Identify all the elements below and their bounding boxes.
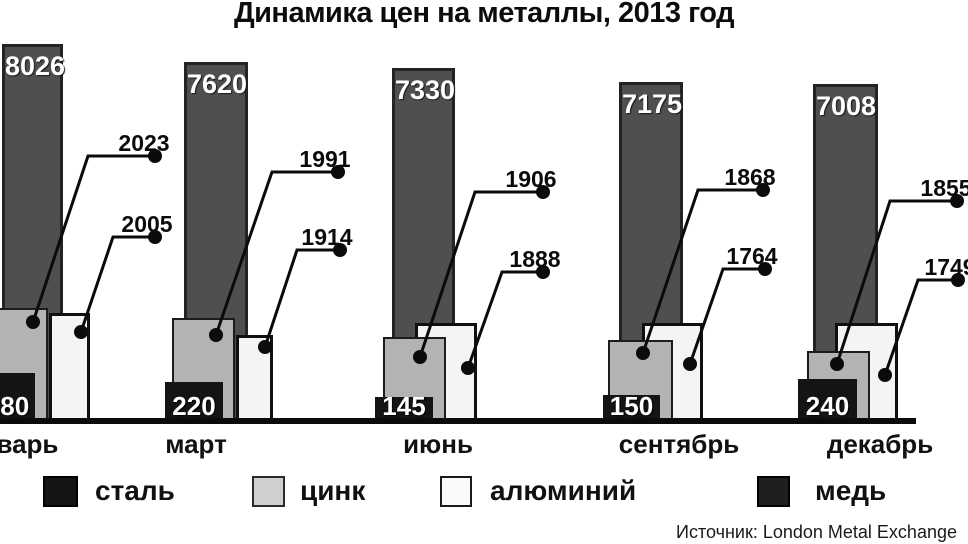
legend-swatch-aluminum bbox=[440, 476, 472, 507]
copper-value-label: 8026 bbox=[5, 51, 66, 81]
zinc-callout-value: 1906 bbox=[505, 166, 557, 192]
steel-bar: 150 bbox=[603, 390, 660, 421]
steel-bar: 220 bbox=[165, 382, 223, 421]
steel-value-label: 220 bbox=[172, 390, 216, 421]
aluminum-callout-value: 1749 bbox=[924, 254, 968, 280]
copper-value-label: 7175 bbox=[622, 89, 683, 119]
zinc-callout-value: 2023 bbox=[118, 130, 170, 156]
x-axis-baseline bbox=[0, 418, 916, 424]
steel-value-label: 145 bbox=[382, 390, 426, 421]
chart-title: Динамика цен на металлы, 2013 год bbox=[233, 0, 735, 29]
legend-label-copper: медь bbox=[815, 475, 887, 506]
zinc-callout-value: 1991 bbox=[299, 146, 351, 172]
source-caption: Источник: London Metal Exchange bbox=[676, 522, 957, 542]
steel-value-label: 280 bbox=[0, 390, 30, 421]
copper-value-label: 7620 bbox=[187, 69, 248, 99]
aluminum-callout-value: 2005 bbox=[121, 211, 173, 237]
legend-label-steel: сталь bbox=[95, 475, 175, 506]
aluminum-callout-value: 1764 bbox=[726, 243, 778, 269]
legend-label-zinc: цинк bbox=[300, 475, 366, 506]
legend-swatch-copper bbox=[757, 476, 790, 507]
month-label: июнь bbox=[403, 429, 473, 459]
legend-swatch-steel bbox=[43, 476, 78, 507]
steel-bar: 280 bbox=[0, 373, 35, 421]
steel-bar: 145 bbox=[375, 390, 433, 421]
legend-label-aluminum: алюминий bbox=[490, 475, 637, 506]
month-label: март bbox=[165, 429, 227, 459]
steel-value-label: 150 bbox=[609, 390, 654, 421]
aluminum-bar bbox=[236, 335, 273, 421]
legend-swatch-zinc bbox=[252, 476, 285, 507]
month-label: сентябрь bbox=[618, 429, 740, 459]
aluminum-bar bbox=[49, 313, 90, 421]
steel-value-label: 240 bbox=[805, 390, 850, 421]
zinc-callout-value: 1868 bbox=[724, 164, 776, 190]
aluminum-callout-value: 1914 bbox=[301, 224, 353, 250]
steel-bar: 240 bbox=[798, 379, 857, 421]
copper-value-label: 7008 bbox=[816, 91, 877, 121]
month-label: декабрь bbox=[826, 429, 934, 459]
copper-value-label: 7330 bbox=[395, 75, 456, 105]
zinc-callout-value: 1855 bbox=[920, 175, 968, 201]
aluminum-callout-value: 1888 bbox=[509, 246, 561, 272]
month-label: январь bbox=[0, 429, 59, 459]
